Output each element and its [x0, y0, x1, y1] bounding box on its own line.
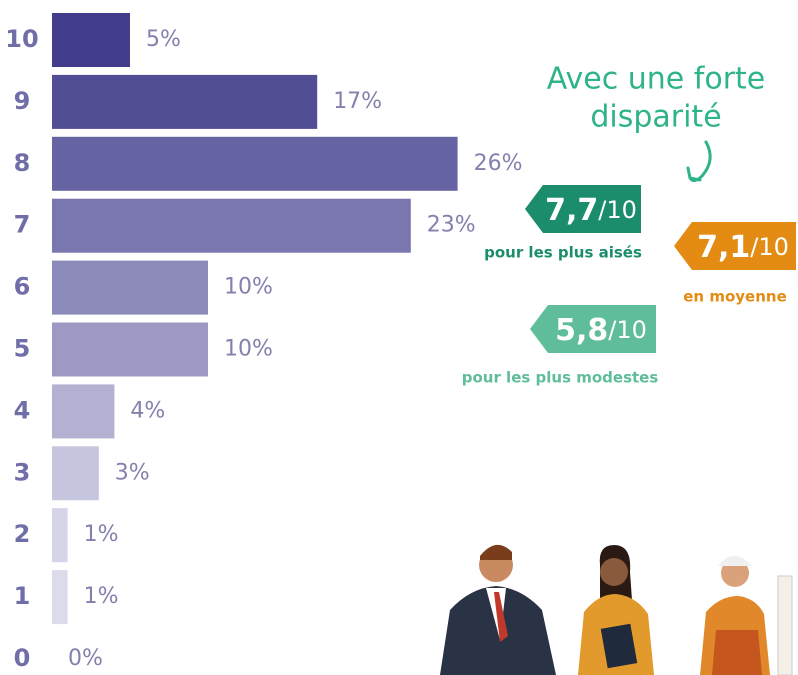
illustration: [440, 544, 793, 675]
category-label: 8: [14, 149, 31, 177]
bar: [52, 198, 411, 253]
badge-scale: /10: [750, 233, 789, 261]
badge-text: 5,8/10: [555, 313, 647, 348]
bar: [52, 74, 318, 129]
annotation: disparité: [590, 100, 721, 135]
value-label: 0%: [68, 646, 103, 671]
bar: [52, 136, 458, 191]
category-label: 5: [14, 335, 31, 363]
value-label: 10%: [224, 275, 273, 300]
category-label: 0: [14, 644, 31, 672]
value-label: 17%: [333, 89, 382, 114]
badge-text: 7,1/10: [697, 230, 789, 265]
value-label: 10%: [224, 337, 273, 362]
category-label: 10: [5, 25, 38, 53]
badge-text: 7,7/10: [545, 193, 637, 228]
value-label: 23%: [427, 213, 476, 238]
arrow: [686, 140, 712, 183]
category-label: 1: [14, 582, 31, 610]
category-label: 6: [14, 273, 31, 301]
bar: [52, 508, 68, 563]
value-label: 1%: [84, 584, 119, 609]
badge: [674, 222, 796, 270]
bar: [52, 260, 208, 315]
badge-value: 7,1: [697, 230, 750, 265]
category-label: 2: [14, 520, 31, 548]
badge-caption: pour les plus modestes: [462, 369, 659, 387]
badge-scale: /10: [608, 316, 647, 344]
bar: [52, 322, 208, 377]
badge-caption: en moyenne: [683, 288, 787, 306]
value-label: 26%: [474, 151, 523, 176]
annotation: Avec une forte: [547, 62, 766, 97]
category-label: 9: [14, 87, 31, 115]
badge-caption: pour les plus aisés: [484, 244, 642, 262]
badge-value: 5,8: [555, 313, 608, 348]
bar: [52, 13, 130, 67]
bar: [52, 570, 68, 625]
category-label: 4: [14, 396, 31, 424]
bar: [52, 384, 115, 439]
value-label: 4%: [130, 398, 165, 423]
category-label: 3: [14, 458, 31, 486]
value-label: 1%: [84, 522, 119, 547]
badge: [530, 305, 656, 353]
value-label: 5%: [146, 27, 181, 52]
badge: [525, 185, 641, 233]
bar: [52, 446, 99, 501]
category-label: 7: [14, 211, 31, 239]
badge-value: 7,7: [545, 193, 598, 228]
value-label: 3%: [115, 460, 150, 485]
badge-scale: /10: [598, 196, 637, 224]
